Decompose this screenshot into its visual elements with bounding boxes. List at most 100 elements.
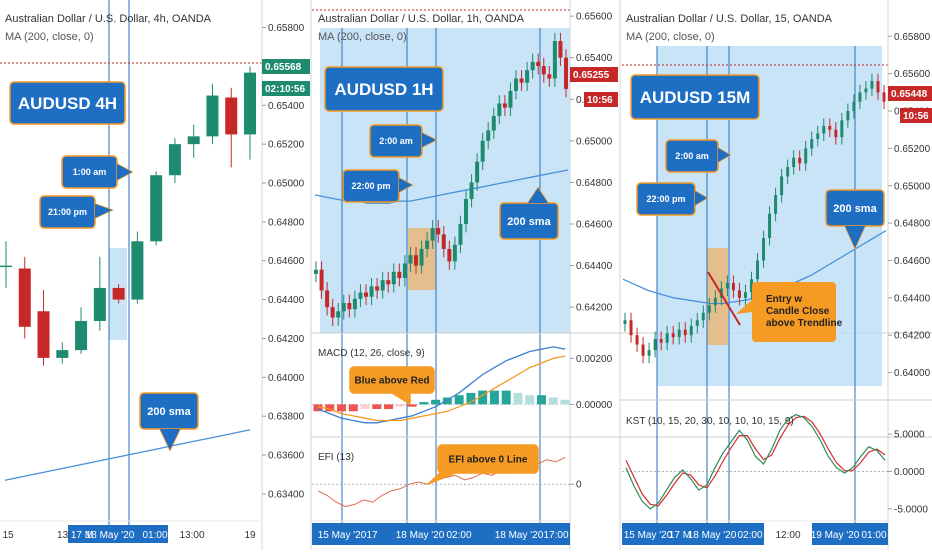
candle-1h-body: [397, 271, 402, 279]
candle-15m-body: [677, 329, 681, 338]
header-15m: Australian Dollar / U.S. Dollar, 15, OAN…: [626, 13, 833, 25]
callout-sma-15m-pointer-fill: [845, 226, 865, 248]
time-tag-1h: 10:56: [587, 95, 613, 106]
y-axis-15m-tick-label: 0.64800: [894, 219, 931, 230]
candle-15m-body: [671, 333, 675, 338]
callout-sma-4h-text: 200 sma: [147, 406, 191, 418]
candle-4h-body: [75, 320, 88, 351]
candle-1h-body: [447, 248, 452, 262]
callout-macd-text: Blue above Red: [354, 376, 429, 387]
x-axis-4h-highlight: [68, 525, 168, 543]
macd-histogram-bar: [536, 395, 546, 405]
callout-2am-15m-pointer-fill: [718, 148, 730, 162]
macd-histogram-bar: [348, 404, 358, 412]
y-axis-kst-tick-label: -5.0000: [894, 504, 928, 515]
candle-1h-body: [525, 70, 530, 83]
macd-histogram-bar: [525, 395, 535, 405]
candle-15m-body: [840, 120, 844, 138]
ma-label-1h: MA (200, close, 0): [318, 31, 407, 43]
candle-1h-body: [469, 182, 474, 200]
macd-histogram-bar: [337, 404, 347, 412]
y-axis-1h-tick-label: 0.65400: [576, 53, 613, 64]
y-axis-kst-tick-label: 5.0000: [894, 430, 925, 441]
macd-histogram-bar: [384, 404, 394, 409]
callout-efi-pointer-fill: [428, 473, 455, 484]
macd-histogram-bar: [466, 392, 476, 405]
y-axis-15m-tick-label: 0.65000: [894, 181, 931, 192]
x-axis-4h-tick-label: 17 M: [71, 530, 93, 541]
candle-15m-body: [762, 238, 766, 261]
candle-15m-body: [731, 282, 735, 291]
candle-4h-body: [18, 268, 31, 327]
candle-15m-body: [876, 81, 880, 93]
y-axis-macd-tick-label: 0.00000: [576, 400, 613, 411]
x-axis-1h-tick-label: 17: [366, 530, 378, 541]
callout-22pm-1h-text: 22:00 pm: [351, 181, 390, 191]
y-axis-1h-tick-label: 0.65600: [576, 12, 613, 23]
candle-15m-body: [774, 195, 778, 214]
candle-15m-body: [659, 338, 663, 343]
candle-1h-body: [486, 130, 491, 141]
callout-entry-15m-line: Entry w: [766, 294, 802, 305]
candle-1h-body: [375, 286, 380, 291]
candle-15m-body: [641, 344, 645, 356]
y-axis-15m-tick-label: 0.65800: [894, 32, 931, 43]
x-axis-15m-tick-label: 02:00: [737, 530, 762, 541]
candle-1h-body: [330, 307, 335, 318]
candle-1h-body: [380, 280, 385, 291]
candle-1h-body: [336, 311, 341, 318]
candle-15m-body: [713, 297, 717, 306]
macd-histogram-bar: [560, 399, 570, 405]
callout-sma-15m: 200 sma: [825, 189, 885, 250]
callout-sma-4h: 200 sma: [139, 392, 199, 452]
candle-15m-body: [816, 133, 820, 140]
candle-15m-body: [834, 129, 838, 138]
candle-15m-body: [870, 81, 874, 89]
y-axis-4h-tick-label: 0.63400: [268, 489, 305, 500]
x-axis-bg-15m-a: [622, 523, 764, 545]
callout-macd-pointer-fill: [392, 393, 410, 404]
title-box-4h: AUDUSD 4H: [9, 81, 126, 125]
callout-21pm-4h-text: 21:00 pm: [48, 207, 87, 217]
macd-histogram-bar: [407, 404, 417, 407]
callout-2am-15m-text: 2:00 am: [675, 151, 709, 161]
candle-15m-body: [689, 325, 693, 336]
y-axis-15m-tick-label: 0.65200: [894, 144, 931, 155]
candle-1h-body: [514, 78, 518, 91]
candle-15m-body: [792, 157, 796, 168]
time-tag-1h-bg: [584, 92, 618, 107]
callout-macd: Blue above Red: [349, 366, 435, 406]
callout-sma-1h-pointer-fill: [528, 188, 548, 203]
candle-4h-body: [150, 175, 163, 242]
candle-15m-body: [864, 88, 868, 93]
candle-15m-body: [725, 282, 729, 289]
macd-histogram-bar: [431, 399, 441, 405]
x-axis-1h-tick-label: 15 May '20: [318, 530, 367, 541]
title-box-1h: AUDUSD 1H: [324, 66, 444, 112]
x-axis-1h-tick-label: 18 May '20: [396, 530, 445, 541]
candle-15m-body: [629, 320, 633, 336]
candle-1h-body: [558, 41, 563, 58]
candle-4h-body: [37, 311, 50, 358]
candle-1h-body: [452, 244, 457, 262]
x-axis-1h-tick-label: 17:00: [543, 530, 568, 541]
candle-1h-body: [358, 292, 363, 299]
x-axis-4h-tick-label: 01:00: [142, 530, 167, 541]
callout-2am-1h-text: 2:00 am: [379, 136, 413, 146]
candle-4h-body: [225, 97, 238, 135]
title-box-4h-text: AUDUSD 4H: [18, 94, 117, 113]
y-axis-4h-tick-label: 0.65200: [268, 140, 305, 151]
candle-15m-body: [756, 260, 760, 280]
x-axis-15m-tick-label: 18 May '20: [688, 530, 737, 541]
y-axis-efi-tick-label: 0: [576, 480, 582, 491]
ma-label-15m: MA (200, close, 0): [626, 31, 715, 43]
candle-4h-body: [0, 265, 12, 268]
candle-1h-body: [497, 103, 502, 116]
y-axis-4h-tick-label: 0.64200: [268, 334, 305, 345]
callout-22pm-15m: 22:00 pm: [636, 182, 709, 216]
candle-15m-body: [846, 111, 850, 121]
candle-4h-body: [206, 95, 219, 137]
callout-22pm-1h: 22:00 pm: [342, 169, 414, 203]
candle-1h-body: [464, 199, 468, 224]
time-tag-4h-bg: [262, 81, 310, 96]
